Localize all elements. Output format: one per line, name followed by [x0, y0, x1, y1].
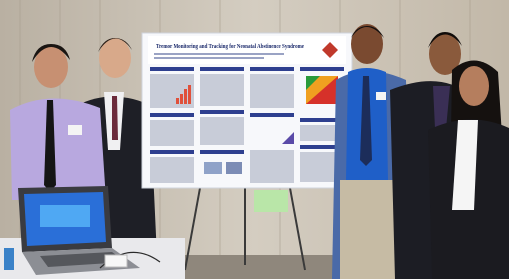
page: {"poster": {"title": "Tremor Monitoring …	[0, 0, 509, 279]
poster: Tremor Monitoring and Tracking for Neona…	[142, 33, 352, 188]
sticky-note	[254, 190, 288, 212]
poster-header	[148, 36, 346, 64]
phone	[4, 248, 14, 270]
device	[105, 255, 127, 267]
poster-image	[204, 162, 222, 174]
poster-image	[226, 162, 242, 174]
photo: Tremor Monitoring and Tracking for Neona…	[0, 0, 509, 279]
poster-title: Tremor Monitoring and Tracking for Neona…	[156, 43, 304, 50]
